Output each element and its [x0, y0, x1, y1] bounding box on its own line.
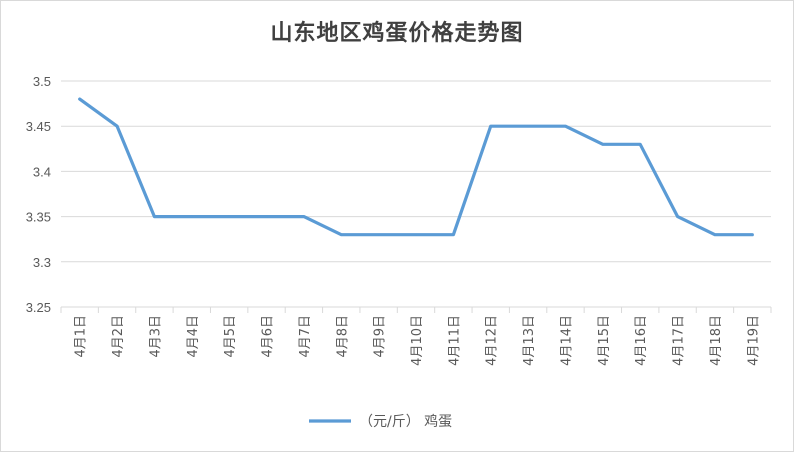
- x-tick-label: 4月12日: [485, 315, 500, 366]
- x-tick-label: 4月5日: [223, 315, 238, 358]
- data-point: [340, 233, 343, 236]
- data-point: [115, 125, 119, 128]
- x-tick-label: 4月11日: [447, 315, 462, 366]
- x-tick-label: 4月4日: [186, 315, 201, 358]
- series-line: [78, 97, 754, 237]
- x-tick-label: 4月3日: [148, 315, 163, 358]
- data-point: [751, 233, 754, 236]
- x-tick-label: 4月2日: [111, 315, 126, 358]
- chart-title: 山东地区鸡蛋价格走势图: [270, 21, 524, 46]
- data-point: [153, 215, 156, 218]
- y-tick-label: 3.5: [33, 74, 51, 89]
- x-tick-label: 4月17日: [672, 315, 687, 366]
- data-point: [78, 97, 81, 101]
- x-tick-label: 4月19日: [746, 315, 761, 366]
- data-point: [377, 233, 380, 236]
- x-tick-label: 4月16日: [634, 315, 649, 366]
- x-tick-label: 4月1日: [74, 315, 89, 358]
- y-tick-label: 3.4: [33, 164, 51, 179]
- data-point: [452, 233, 455, 236]
- data-point: [190, 215, 193, 218]
- y-tick-label: 3.25: [26, 300, 51, 315]
- x-tick-label: 4月10日: [410, 315, 425, 366]
- legend-label: （元/斤） 鸡蛋: [359, 413, 452, 430]
- data-point: [564, 125, 567, 128]
- data-point: [676, 215, 679, 218]
- x-tick-label: 4月15日: [597, 315, 612, 366]
- data-point: [713, 233, 717, 236]
- x-tick-label: 4月14日: [559, 315, 574, 366]
- x-tick-label: 4月8日: [335, 315, 350, 358]
- x-tick-label: 4月9日: [373, 315, 388, 358]
- x-tick-label: 4月13日: [522, 315, 537, 366]
- y-tick-label: 3.3: [33, 255, 51, 270]
- data-point: [302, 215, 306, 218]
- data-point: [265, 215, 268, 218]
- data-point: [227, 215, 231, 218]
- x-tick-label: 4月6日: [261, 315, 276, 358]
- x-tick-label: 4月7日: [298, 315, 313, 358]
- x-tick-label: 4月18日: [709, 315, 724, 366]
- data-point: [526, 125, 530, 128]
- data-point: [489, 125, 492, 128]
- y-tick-label: 3.35: [26, 210, 51, 225]
- y-tick-label: 3.45: [26, 119, 51, 134]
- data-point: [601, 143, 605, 146]
- data-point: [639, 143, 642, 146]
- data-point: [414, 233, 418, 236]
